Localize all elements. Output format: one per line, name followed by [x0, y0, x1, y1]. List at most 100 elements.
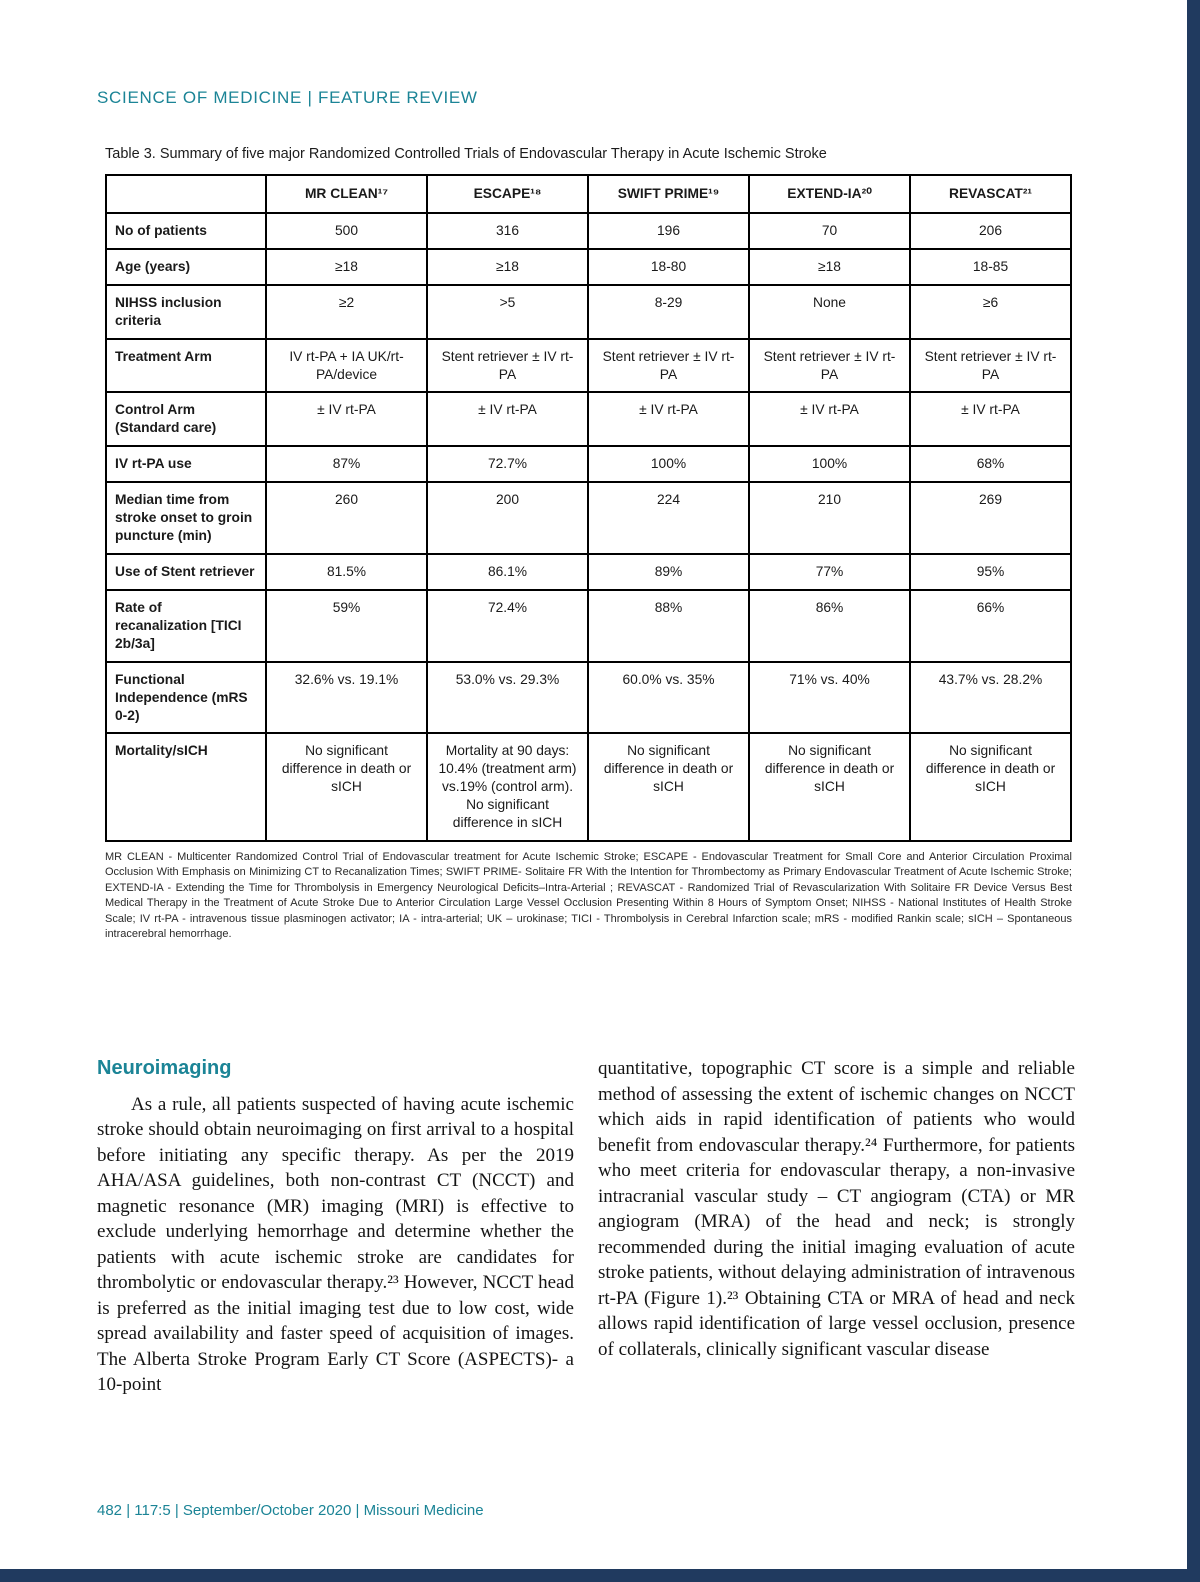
table-row: Use of Stent retriever 81.5% 86.1% 89% 77% 95… [105, 552, 1072, 591]
table-cell: 87% [265, 445, 428, 484]
row-label: Control Arm (Standard care) [105, 391, 267, 448]
article-column-left: Neuroimaging As a rule, all patients sus… [97, 1056, 574, 1398]
table-cell: 500 [265, 211, 428, 250]
article-left-paragraph: As a rule, all patients suspected of hav… [97, 1093, 574, 1396]
table-row: NIHSS inclusion criteria ≥2 >5 8-29 None ≥6 [105, 283, 1072, 340]
table-row: Median time from stroke onset to groin p… [105, 481, 1072, 555]
table-cell: Stent retriever ± IV rt-PA [748, 337, 911, 394]
table-cell: 206 [909, 211, 1072, 250]
row-label: Mortality/sICH [105, 732, 267, 843]
table-row: Age (years) ≥18 ≥18 18-80 ≥18 18-85 [105, 247, 1072, 286]
table-row: Treatment Arm IV rt-PA + IA UK/rt-PA/devi… [105, 337, 1072, 394]
table-cell: 66% [909, 588, 1072, 663]
row-label: Age (years) [105, 247, 267, 286]
row-label: NIHSS inclusion criteria [105, 283, 267, 340]
row-label: Median time from stroke onset to groin p… [105, 481, 267, 555]
table-cell: ± IV rt-PA [587, 391, 750, 448]
table-cell: 224 [587, 481, 750, 555]
row-label: Use of Stent retriever [105, 552, 267, 591]
table-cell: 100% [587, 445, 750, 484]
row-label: Rate of recanalization [TICI 2b/3a] [105, 588, 267, 663]
table-cell: 88% [587, 588, 750, 663]
section-kicker: SCIENCE OF MEDICINE | FEATURE REVIEW [97, 88, 478, 107]
table-cell: 95% [909, 552, 1072, 591]
table-cell: 53.0% vs. 29.3% [426, 660, 589, 735]
table-cell: No significant difference in death or sI… [748, 732, 911, 843]
row-label: IV rt-PA use [105, 445, 267, 484]
table-cell: 269 [909, 481, 1072, 555]
table-cell: 60.0% vs. 35% [587, 660, 750, 735]
article-columns: Neuroimaging As a rule, all patients sus… [97, 1056, 1075, 1398]
table-cell: ≥6 [909, 283, 1072, 340]
table-cell: Mortality at 90 days: 10.4% (treatment a… [426, 732, 589, 843]
table-cell: ± IV rt-PA [426, 391, 589, 448]
column-header: SWIFT PRIME¹⁹ [587, 174, 750, 214]
table-cell: 86% [748, 588, 911, 663]
page-footer: 482 | 117:5 | September/October 2020 | M… [97, 1502, 484, 1519]
table-cell: 200 [426, 481, 589, 555]
table-body: No of patients 500 316 196 70 206 Age (years) ≥… [105, 211, 1072, 843]
table-cell: Stent retriever ± IV rt-PA [587, 337, 750, 394]
table-cell: 72.4% [426, 588, 589, 663]
table-cell: 260 [265, 481, 428, 555]
column-header: REVASCAT²¹ [909, 174, 1072, 214]
row-label: Functional Independence (mRS 0-2) [105, 660, 267, 735]
table-row: Mortality/sICH No significant difference … [105, 732, 1072, 843]
table-cell: None [748, 283, 911, 340]
table-row: No of patients 500 316 196 70 206 [105, 211, 1072, 250]
table-cell: 8-29 [587, 283, 750, 340]
table-cell: 100% [748, 445, 911, 484]
table-cell: ≥2 [265, 283, 428, 340]
table-cell: 81.5% [265, 552, 428, 591]
table-cell: Stent retriever ± IV rt-PA [909, 337, 1072, 394]
table-cell: 68% [909, 445, 1072, 484]
table-cell: 70 [748, 211, 911, 250]
right-edge-bar [1187, 0, 1200, 1582]
table-header-row: MR CLEAN¹⁷ ESCAPE¹⁸ SWIFT PRIME¹⁹ EXTEND-IA… [105, 174, 1072, 214]
article-right-paragraph: quantitative, topographic CT score is a … [598, 1058, 1075, 1360]
table-cell: No significant difference in death or sI… [265, 732, 428, 843]
table-cell: ≥18 [265, 247, 428, 286]
table-cell: ± IV rt-PA [748, 391, 911, 448]
table-cell: 71% vs. 40% [748, 660, 911, 735]
table-cell: ≥18 [748, 247, 911, 286]
table-cell: ≥18 [426, 247, 589, 286]
table-cell: 59% [265, 588, 428, 663]
row-label: Treatment Arm [105, 337, 267, 394]
table-cell: 210 [748, 481, 911, 555]
column-header: EXTEND-IA²⁰ [748, 174, 911, 214]
table-cell: 77% [748, 552, 911, 591]
table-row: Rate of recanalization [TICI 2b/3a] 59% 72… [105, 588, 1072, 663]
table-section: Table 3. Summary of five major Randomize… [105, 146, 1072, 942]
table-cell: 18-80 [587, 247, 750, 286]
article-column-right: quantitative, topographic CT score is a … [598, 1056, 1075, 1398]
row-label: No of patients [105, 211, 267, 250]
section-heading: Neuroimaging [97, 1057, 232, 1079]
table-cell: ± IV rt-PA [909, 391, 1072, 448]
table-cell: 86.1% [426, 552, 589, 591]
trials-table: MR CLEAN¹⁷ ESCAPE¹⁸ SWIFT PRIME¹⁹ EXTEND-IA… [105, 174, 1072, 843]
table-title: Table 3. Summary of five major Randomize… [105, 146, 827, 162]
table-cell: 43.7% vs. 28.2% [909, 660, 1072, 735]
table-cell: 72.7% [426, 445, 589, 484]
table-cell: IV rt-PA + IA UK/rt-PA/device [265, 337, 428, 394]
table-cell: >5 [426, 283, 589, 340]
table-row: Control Arm (Standard care) ± IV rt-PA ± I… [105, 391, 1072, 448]
table-header: MR CLEAN¹⁷ ESCAPE¹⁸ SWIFT PRIME¹⁹ EXTEND-IA… [105, 174, 1072, 214]
table-cell: ± IV rt-PA [265, 391, 428, 448]
table-cell: Stent retriever ± IV rt-PA [426, 337, 589, 394]
table-row: Functional Independence (mRS 0-2) 32.6% v… [105, 660, 1072, 735]
table-cell: No significant difference in death or sI… [587, 732, 750, 843]
table-cell: 32.6% vs. 19.1% [265, 660, 428, 735]
table-cell: 316 [426, 211, 589, 250]
table-footnote: MR CLEAN - Multicenter Randomized Contro… [105, 851, 1072, 940]
corner-cell [105, 174, 267, 214]
bottom-edge-bar [0, 1569, 1200, 1582]
column-header: ESCAPE¹⁸ [426, 174, 589, 214]
table-cell: 196 [587, 211, 750, 250]
table-cell: 18-85 [909, 247, 1072, 286]
table-row: IV rt-PA use 87% 72.7% 100% 100% 68% [105, 445, 1072, 484]
table-cell: 89% [587, 552, 750, 591]
table-cell: No significant difference in death or sI… [909, 732, 1072, 843]
